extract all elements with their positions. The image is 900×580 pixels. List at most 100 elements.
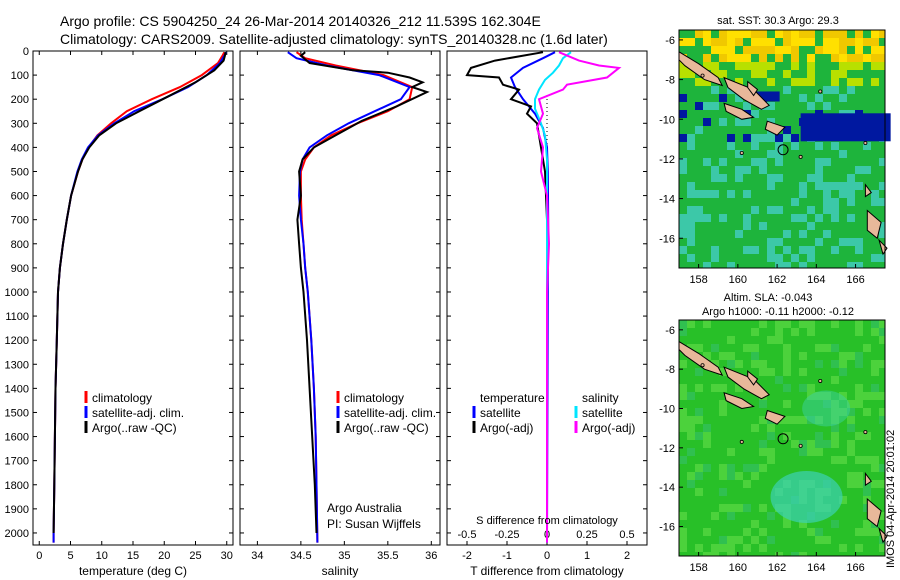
map-cell (759, 360, 767, 368)
map-cell (775, 150, 783, 158)
map-cell (799, 448, 807, 456)
map-cell (839, 94, 847, 102)
map-cell (791, 30, 799, 38)
map-cell (799, 86, 807, 94)
map-frame (678, 29, 886, 269)
islet (700, 363, 705, 368)
map-cell (679, 360, 687, 368)
map-cell (791, 214, 799, 222)
map-cell (695, 214, 703, 222)
map-cell (775, 46, 783, 54)
map-cell (831, 78, 839, 86)
map-cell (727, 30, 735, 38)
map-cell (759, 62, 767, 70)
map-cell (759, 544, 767, 552)
map-cell (767, 102, 775, 110)
map-cell (727, 142, 735, 150)
island (864, 471, 873, 487)
map-cell (767, 512, 775, 520)
map-cell (847, 416, 855, 424)
y-tick-label: 0 (23, 46, 29, 58)
map-cell (743, 480, 751, 488)
sla-map: 158 160 162 164 166 -6 -8 -10 -12 -14 -16 (659, 319, 888, 574)
map-cell (855, 238, 863, 246)
map-cell (767, 46, 775, 54)
legend-label-climatology: climatology (92, 391, 152, 405)
map-cell (687, 134, 695, 142)
legend-title-temperature: temperature (480, 391, 545, 405)
map-cell (783, 360, 791, 368)
island (747, 80, 759, 97)
map-cell (807, 38, 815, 46)
map-cell (727, 512, 735, 520)
map-cell (863, 456, 871, 464)
map-cell (751, 142, 759, 150)
map-cell (719, 30, 727, 38)
map-cell (855, 254, 863, 262)
y-tick-label: -16 (659, 522, 675, 534)
map-cell (855, 320, 863, 328)
map-cell (711, 70, 719, 78)
series-line-salinity_argo (535, 51, 622, 543)
map-cell (855, 38, 863, 46)
map-cell (847, 62, 855, 70)
map-cell (735, 134, 743, 142)
map-cell (695, 102, 703, 110)
map-cell (799, 440, 807, 448)
map-cell (695, 432, 703, 440)
map-cell (783, 416, 791, 424)
map-cell (879, 62, 885, 70)
map-cell (799, 30, 807, 38)
map-cell (871, 182, 879, 190)
map-cell (855, 360, 863, 368)
map-cell (871, 392, 879, 400)
map-cell (855, 400, 863, 408)
map-cell (847, 86, 855, 94)
map-cell (735, 174, 743, 182)
x-tick-label: 164 (807, 562, 825, 574)
y-tick-label: 1700 (5, 456, 29, 468)
map-cell (751, 520, 759, 528)
y-tick-label: 200 (11, 94, 29, 106)
map-cell (767, 86, 775, 94)
map-cell (703, 320, 711, 328)
y-tick-label: 1800 (5, 480, 29, 492)
salinity-panel-frame (239, 50, 441, 546)
map-cell (855, 54, 863, 62)
map-cell (735, 384, 743, 392)
legend-label-s-argo: Argo(-adj) (582, 421, 635, 435)
map-cell (879, 230, 885, 238)
map-cell (679, 384, 687, 392)
legend-label-t-satellite: satellite (480, 406, 521, 420)
x-tick-label: 25 (189, 550, 201, 562)
x-tick-label: 164 (807, 274, 825, 286)
map-cell (759, 70, 767, 78)
map-cell (839, 360, 847, 368)
x-tick-label: 166 (846, 274, 864, 286)
map-cell (679, 424, 687, 432)
map-cell (711, 544, 719, 552)
map-cell (743, 246, 751, 254)
map-cell (783, 46, 791, 54)
map-cell (679, 416, 687, 424)
map-cell (783, 86, 791, 94)
map-cell (687, 416, 695, 424)
map-cell (823, 102, 831, 110)
map-cell (799, 254, 807, 262)
y-tick-label: -16 (659, 233, 675, 245)
map-cell (719, 408, 727, 416)
x-tick-label: 35.5 (377, 550, 398, 562)
series-line-argo (52, 52, 227, 534)
map-cell (839, 190, 847, 198)
map-cell (695, 158, 703, 166)
map-cell (847, 214, 855, 222)
map-cell (719, 384, 727, 392)
x-tick-label: 20 (158, 550, 170, 562)
map-cell (783, 230, 791, 238)
map-cell (775, 320, 783, 328)
map-cell (791, 54, 799, 62)
map-cell (831, 214, 839, 222)
x-tick-label: 15 (127, 550, 139, 562)
y-tick-label: 500 (11, 166, 29, 178)
map-cell (719, 368, 727, 376)
